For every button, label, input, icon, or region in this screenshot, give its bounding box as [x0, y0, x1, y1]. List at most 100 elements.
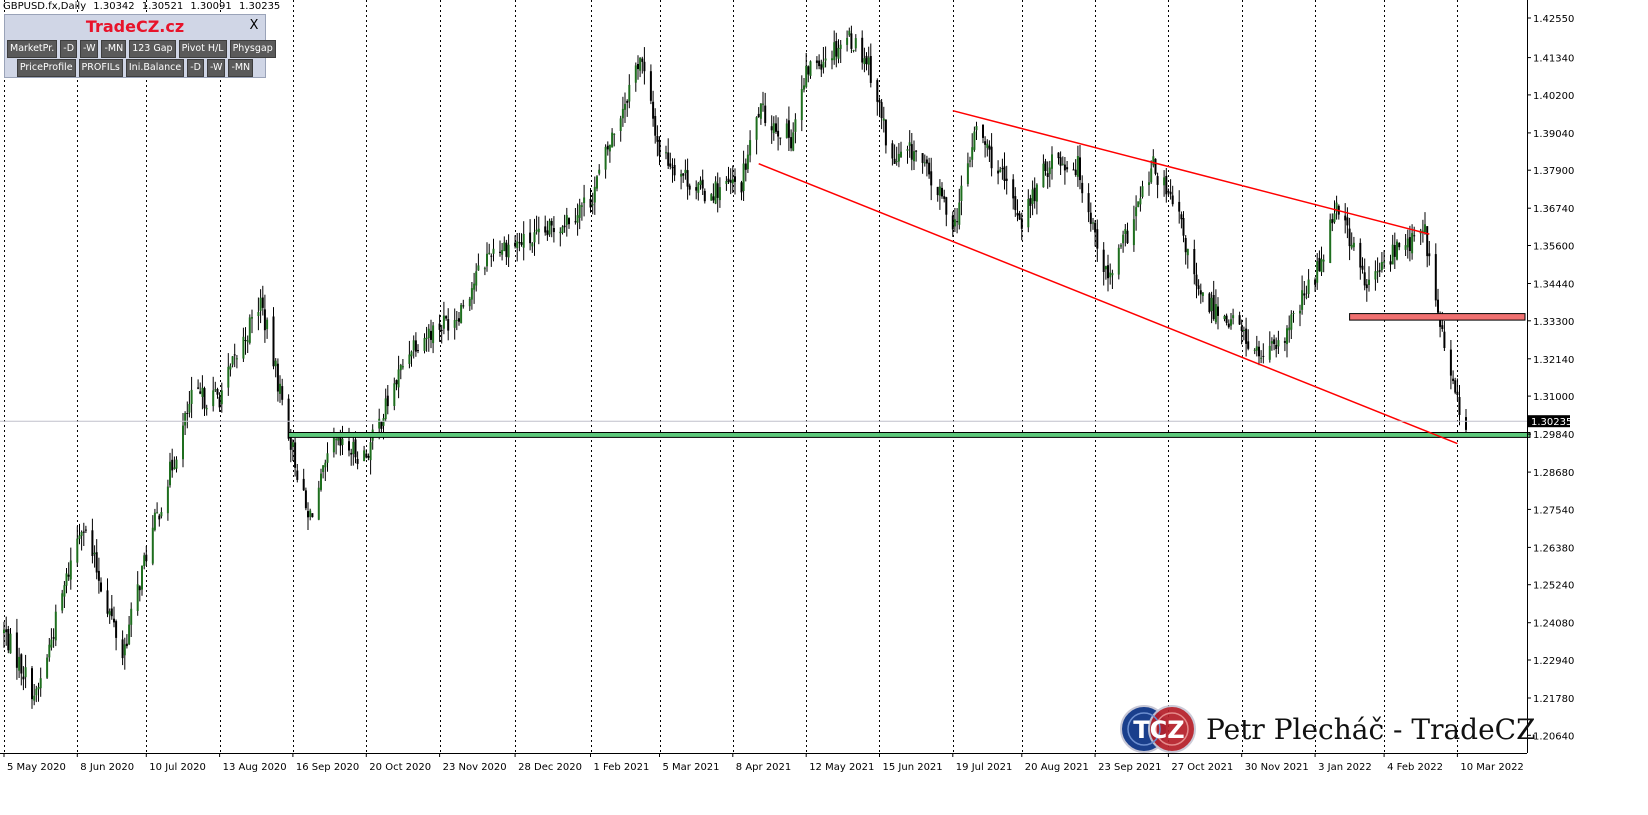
- candle-body: [169, 461, 171, 486]
- candle-body: [335, 439, 338, 441]
- candle-body: [1318, 257, 1321, 272]
- candle-body: [861, 37, 864, 63]
- candle-body: [100, 582, 102, 592]
- candle-body: [1320, 259, 1323, 273]
- candle-body: [852, 49, 855, 51]
- candle-body: [160, 512, 163, 517]
- x-tick-label: 1 Feb 2021: [594, 762, 650, 773]
- candle-body: [414, 340, 417, 352]
- candle-body: [1391, 244, 1394, 265]
- candle-body: [1094, 222, 1097, 233]
- candle-body: [378, 418, 381, 429]
- initial-balance-button[interactable]: Ini.Balance: [125, 59, 185, 77]
- profils-button[interactable]: PROFILs: [78, 59, 123, 77]
- candle-body: [969, 160, 971, 162]
- candle-body: [61, 593, 64, 611]
- candle-body: [39, 678, 42, 689]
- candle-body: [173, 467, 176, 469]
- candle-body: [363, 450, 366, 461]
- ib-daily-button[interactable]: -D: [187, 59, 204, 77]
- tradecz-panel: TradeCZ.cz X MarketPr. -D -W -MN 123 Gap…: [4, 14, 276, 78]
- candle-body: [837, 47, 840, 59]
- candle-body: [580, 205, 583, 207]
- candle-body: [884, 119, 887, 146]
- physgap-button[interactable]: Physgap: [229, 40, 276, 58]
- candle-body: [1227, 323, 1230, 328]
- candle-body: [1212, 295, 1215, 320]
- candle-body: [1061, 163, 1064, 165]
- candle-body: [82, 531, 85, 533]
- candle-body: [1148, 182, 1150, 185]
- ib-weekly-button[interactable]: -W: [207, 59, 226, 77]
- candle-body: [143, 555, 146, 566]
- x-tick-label: 20 Aug 2021: [1025, 762, 1089, 773]
- axes-layer: 1.42550 1.41340 1.40200 1.39040 1.37900 1.367…: [0, 0, 1574, 773]
- priceprofile-button[interactable]: PriceProfile: [16, 59, 76, 77]
- candle-body: [1072, 169, 1075, 171]
- candle-body: [115, 621, 118, 638]
- candle-body: [1001, 168, 1004, 170]
- candle-body: [680, 173, 683, 177]
- candle-body: [1348, 228, 1351, 247]
- candle-body: [37, 687, 40, 690]
- candle-body: [438, 323, 441, 330]
- candle-body: [727, 178, 730, 182]
- candle-body: [48, 644, 51, 658]
- candle-body: [52, 637, 55, 639]
- close-icon[interactable]: X: [249, 18, 259, 33]
- candles-layer: [3, 25, 1467, 709]
- y-tick-label: 1.28680: [1533, 468, 1574, 479]
- symbol-header: GBPUSD.fx,Daily 1.30342 1.30521 1.30091 …: [3, 1, 284, 12]
- candle-body: [125, 643, 128, 647]
- zones-layer: [288, 313, 1531, 438]
- gap-button[interactable]: 123 Gap: [129, 40, 176, 58]
- watermark-text: Petr Plecháč - TradeCZ: [1206, 712, 1536, 746]
- candle-body: [1406, 238, 1409, 248]
- pivot-button[interactable]: Pivot H/L: [178, 40, 227, 58]
- candle-body: [716, 183, 719, 198]
- candle-body: [1258, 346, 1260, 357]
- x-tick-label: 13 Aug 2020: [223, 762, 287, 773]
- candle-body: [785, 123, 788, 138]
- candle-body: [973, 131, 976, 150]
- candle-body: [583, 197, 586, 204]
- candle-body: [235, 358, 238, 360]
- candle-body: [65, 573, 68, 586]
- candle-body: [1247, 341, 1250, 349]
- x-tick-label: 10 Mar 2022: [1460, 762, 1523, 773]
- weekly-button[interactable]: -W: [80, 40, 99, 58]
- candle-body: [1029, 198, 1032, 206]
- ib-monthly-button[interactable]: -MN: [228, 59, 254, 77]
- candle-body: [1292, 313, 1295, 314]
- candle-body: [986, 143, 989, 148]
- candle-body: [729, 180, 732, 183]
- monthly-button[interactable]: -MN: [101, 40, 127, 58]
- candle-body: [1005, 178, 1008, 181]
- candle-body: [1076, 156, 1079, 177]
- current-price-label-box: [1528, 415, 1570, 428]
- candle-body: [91, 530, 94, 556]
- candle-body: [156, 512, 159, 514]
- candle-body: [684, 169, 687, 174]
- watermark: TCZ Petr Plecháč - TradeCZ: [1120, 704, 1536, 754]
- candle-body: [869, 56, 872, 83]
- candle-body: [78, 535, 81, 539]
- candle-body: [772, 123, 775, 134]
- candle-body: [354, 439, 357, 458]
- candle-body: [141, 565, 143, 590]
- candle-body: [1169, 191, 1172, 195]
- candle-body: [1214, 304, 1217, 323]
- candle-body: [900, 151, 902, 157]
- daily-button[interactable]: -D: [60, 40, 78, 58]
- candle-body: [742, 163, 745, 191]
- candle-body: [401, 366, 404, 368]
- candle-body: [589, 198, 592, 208]
- candle-body: [746, 154, 749, 170]
- candle-body: [384, 398, 387, 419]
- candle-body: [184, 413, 187, 426]
- logo-text: TCZ: [1133, 716, 1184, 744]
- candle-body: [598, 169, 601, 174]
- candle-body: [1059, 157, 1062, 166]
- marketprofile-button[interactable]: MarketPr.: [7, 40, 58, 58]
- candle-body: [876, 80, 879, 102]
